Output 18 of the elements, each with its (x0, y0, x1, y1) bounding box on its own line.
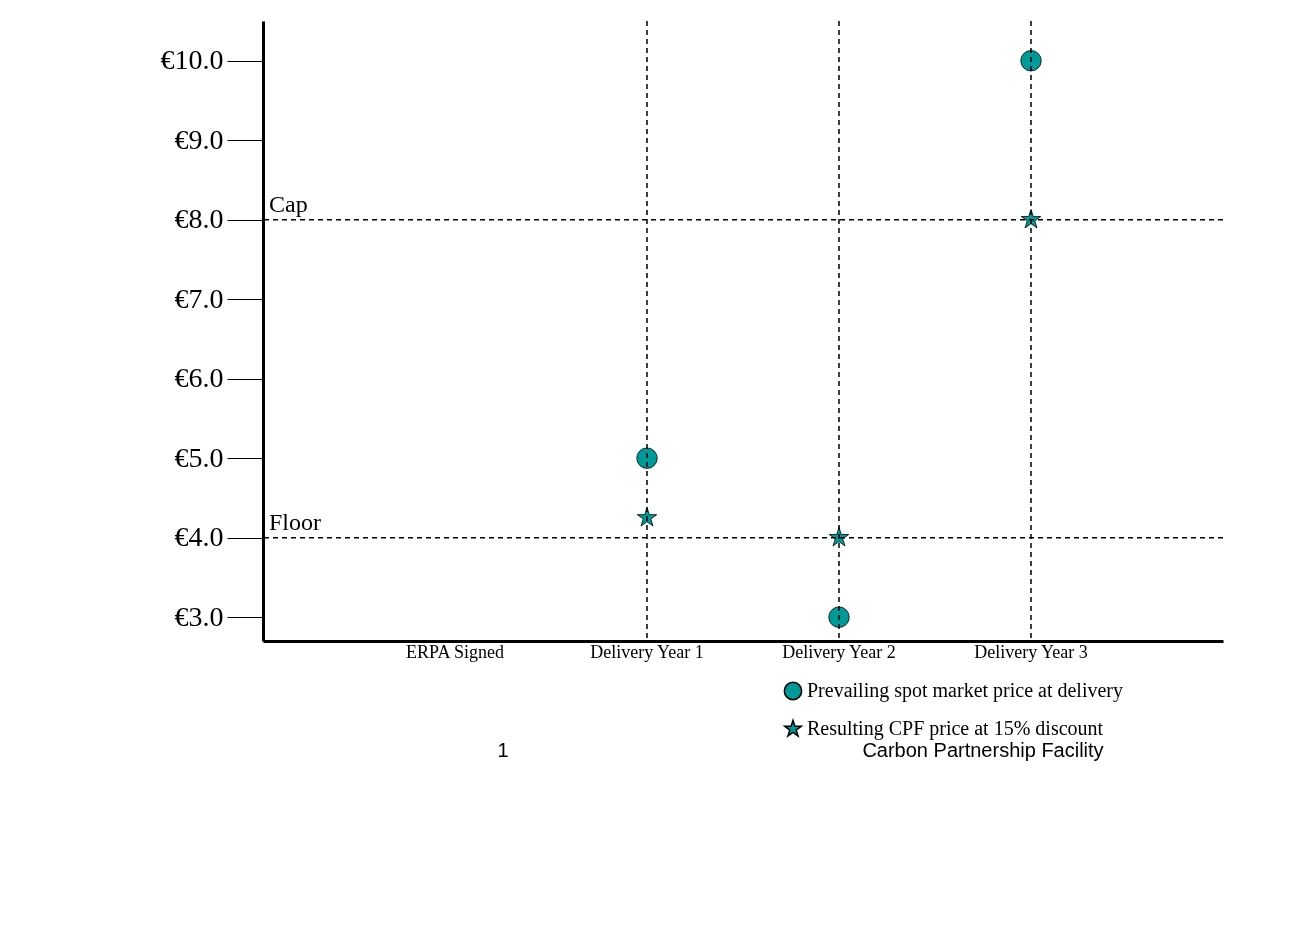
x-tick-label: Delivery Year 1 (590, 641, 704, 662)
y-tick-label: €9.0 (174, 123, 224, 155)
x-tick-label: Delivery Year 3 (974, 641, 1088, 662)
y-tick-label: €10.0 (160, 44, 224, 76)
y-tick-label: €3.0 (174, 600, 224, 632)
y-tick-label: €6.0 (174, 362, 224, 394)
ref-line-label: Cap (269, 190, 308, 217)
x-tick-label: Delivery Year 2 (782, 641, 896, 662)
y-tick-label: €4.0 (174, 521, 224, 553)
y-tick-label: €7.0 (174, 282, 224, 314)
text: 1 (497, 739, 509, 761)
legend-label: Prevailing spot market price at delivery (807, 679, 1124, 702)
y-tick-label: €8.0 (174, 203, 224, 235)
text: Carbon Partnership Facility (862, 739, 1104, 761)
x-tick-label: ERPA Signed (406, 641, 504, 662)
ref-line-label: Floor (269, 508, 322, 535)
legend-label: Resulting CPF price at 15% discount (807, 717, 1104, 740)
y-tick-label: €5.0 (174, 441, 224, 473)
